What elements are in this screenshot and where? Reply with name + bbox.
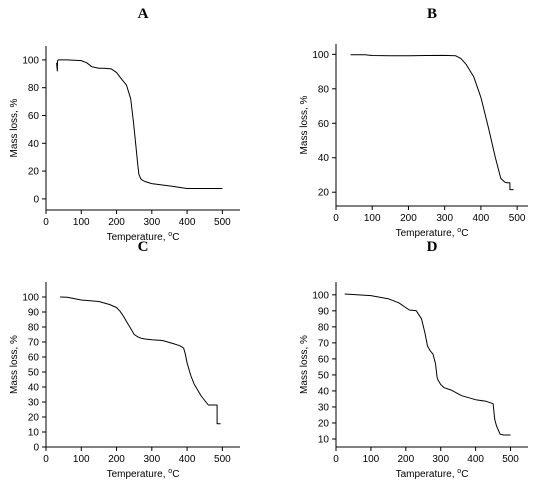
panel-c-y-tick-label: 60 — [28, 353, 40, 364]
panel-a-y-tick-label: 0 — [33, 194, 39, 205]
panel-a-y-axis-label: Mass loss, % — [9, 98, 20, 157]
panel-b-y-tick-label: 40 — [318, 153, 330, 164]
panel-d-y-tick-label: 20 — [318, 418, 330, 429]
panel-d-x-tick-label: 0 — [333, 454, 339, 465]
panel-a-mass-loss-curve — [56, 59, 223, 189]
panel-b-mass-loss-curve — [350, 54, 514, 191]
panel-c-y-tick-label: 10 — [28, 428, 40, 439]
panel-d-y-tick-label: 30 — [318, 402, 330, 413]
panel-b-x-tick-label: 500 — [509, 213, 526, 224]
panel-b-y-tick-label: 20 — [318, 188, 330, 199]
panel-a-x-tick-label: 400 — [179, 217, 196, 228]
panel-d-x-axis-label: Tamperature, oC — [396, 468, 469, 480]
panel-a-y-tick-label: 40 — [28, 139, 40, 150]
panel-c-x-axis-label: Temperature, oC — [107, 468, 180, 480]
panel-d-x-tick-label: 500 — [502, 454, 519, 465]
panel-a-x-tick-label: 200 — [108, 217, 125, 228]
panel-d-y-tick-label: 70 — [318, 338, 330, 349]
panel-d-y-tick-label: 100 — [312, 290, 329, 301]
panel-b-x-tick-label: 300 — [436, 213, 453, 224]
panel-c-y-tick-label: 100 — [22, 293, 39, 304]
panel-d-y-tick-label: 60 — [318, 354, 330, 365]
panel-d-y-axis-label: Mass loss, % — [299, 335, 310, 394]
panel-c-y-tick-label: 20 — [28, 413, 40, 424]
panel-a-y-tick-label: 60 — [28, 111, 40, 122]
panel-b-x-tick-label: 400 — [473, 213, 490, 224]
panel-a-y-tick-label: 20 — [28, 167, 40, 178]
panel-d-y-tick-label: 90 — [318, 306, 330, 317]
panel-a-y-tick-label: 80 — [28, 83, 40, 94]
panel-b-x-tick-label: 200 — [400, 213, 417, 224]
panel-c-y-tick-label: 90 — [28, 308, 40, 319]
panel-d-mass-loss-curve — [344, 293, 511, 436]
panel-b-y-axis-label: Mass loss, % — [299, 95, 310, 154]
panel-b-y-tick-label: 80 — [318, 84, 330, 95]
panel-c-y-tick-label: 80 — [28, 323, 40, 334]
panel-a-x-tick-label: 300 — [143, 217, 160, 228]
panel-d-y-tick-label: 40 — [318, 386, 330, 397]
panel-d-x-tick-label: 200 — [397, 454, 414, 465]
panel-a-letter: A — [138, 6, 149, 22]
panel-c-y-tick-label: 30 — [28, 398, 40, 409]
panel-c-x-tick-label: 500 — [214, 454, 231, 465]
panel-b-x-axis-label: Temperature, oC — [396, 227, 469, 239]
panel-b-y-tick-label: 100 — [312, 50, 329, 61]
panel-d-x-tick-label: 100 — [363, 454, 380, 465]
panel-c-letter: C — [138, 239, 149, 255]
panel-c-x-tick-label: 0 — [43, 454, 49, 465]
panel-b-y-tick-label: 60 — [318, 119, 330, 130]
panel-b-x-tick-label: 100 — [364, 213, 381, 224]
panel-c-x-tick-label: 200 — [108, 454, 125, 465]
panel-c-y-tick-label: 70 — [28, 338, 40, 349]
panel-c-y-tick-label: 40 — [28, 383, 40, 394]
panel-d-y-tick-label: 10 — [318, 434, 330, 445]
panel-d-y-tick-label: 50 — [318, 370, 330, 381]
panel-a-x-tick-label: 0 — [43, 217, 49, 228]
panel-d-y-tick-label: 80 — [318, 322, 330, 333]
panel-d-x-tick-label: 300 — [432, 454, 449, 465]
panel-d-letter: D — [427, 239, 438, 255]
panel-a-x-axis-label: Temperature, oC — [107, 231, 180, 243]
panel-a-y-tick-label: 100 — [22, 55, 39, 66]
panel-a-x-tick-label: 500 — [214, 217, 231, 228]
panel-d-x-tick-label: 400 — [467, 454, 484, 465]
panel-c-x-tick-label: 300 — [143, 454, 160, 465]
panel-c-y-axis-label: Mass loss, % — [9, 335, 20, 394]
panel-b-letter: B — [427, 6, 437, 22]
panel-c-x-tick-label: 100 — [73, 454, 90, 465]
panel-a-x-tick-label: 100 — [73, 217, 90, 228]
panel-c-x-tick-label: 400 — [179, 454, 196, 465]
panel-c-mass-loss-curve — [60, 296, 221, 425]
panel-c-y-tick-label: 0 — [33, 443, 39, 454]
panel-c-y-tick-label: 50 — [28, 368, 40, 379]
panel-b-x-tick-label: 0 — [333, 213, 339, 224]
